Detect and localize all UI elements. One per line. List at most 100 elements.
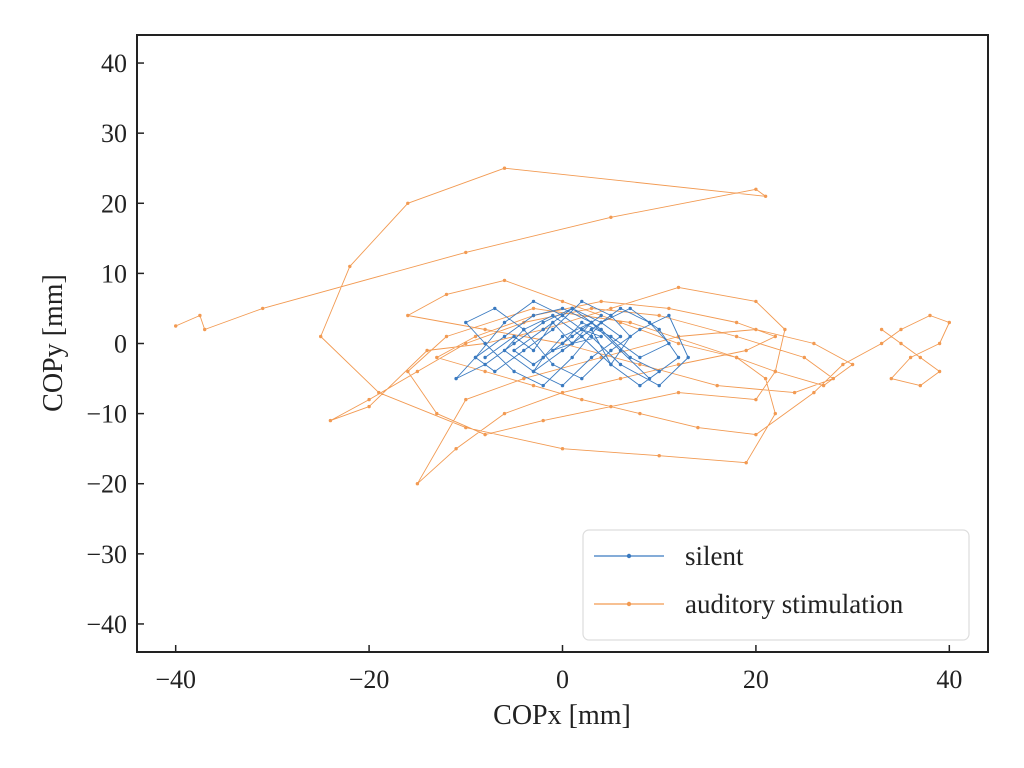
plot-area xyxy=(174,166,951,486)
data-point-silent xyxy=(580,327,584,332)
data-point-silent xyxy=(560,341,565,346)
y-tick-label: 30 xyxy=(101,119,127,148)
data-point-silent xyxy=(638,355,642,360)
data-point-silent xyxy=(589,327,594,332)
data-point-silent xyxy=(618,348,623,353)
data-point-silent xyxy=(570,341,574,346)
data-point-silent xyxy=(560,383,565,388)
data-point-auditory-stimulation xyxy=(502,411,507,416)
y-tick-label: 0 xyxy=(114,330,127,359)
data-point-auditory-stimulation xyxy=(667,306,671,311)
y-tick-label: −30 xyxy=(86,540,127,569)
data-point-silent xyxy=(686,355,690,360)
data-point-silent xyxy=(502,334,507,339)
data-point-auditory-stimulation xyxy=(415,482,420,486)
data-point-silent xyxy=(560,313,565,318)
data-point-auditory-stimulation xyxy=(638,362,642,367)
data-point-auditory-stimulation xyxy=(918,355,922,360)
data-point-auditory-stimulation xyxy=(261,306,265,311)
x-tick-label: 20 xyxy=(743,665,769,694)
data-point-silent xyxy=(502,348,507,353)
data-point-auditory-stimulation xyxy=(348,264,352,269)
data-point-silent xyxy=(589,334,594,339)
data-point-auditory-stimulation xyxy=(879,327,884,332)
data-point-auditory-stimulation xyxy=(734,355,739,360)
data-point-silent xyxy=(676,355,681,360)
data-point-silent xyxy=(657,369,661,374)
data-point-silent xyxy=(483,341,487,346)
data-point-silent xyxy=(628,355,632,360)
data-point-auditory-stimulation xyxy=(406,201,410,205)
data-point-silent xyxy=(531,362,536,367)
data-point-auditory-stimulation xyxy=(628,320,632,325)
data-point-auditory-stimulation xyxy=(580,397,584,402)
data-point-silent xyxy=(522,348,526,353)
series-line-silent xyxy=(455,300,689,387)
data-point-auditory-stimulation xyxy=(522,376,526,381)
data-point-auditory-stimulation xyxy=(812,390,816,395)
data-point-silent xyxy=(599,327,603,332)
x-tick-label: −40 xyxy=(155,665,196,694)
data-point-auditory-stimulation xyxy=(763,194,768,198)
data-point-auditory-stimulation xyxy=(502,166,507,170)
data-point-auditory-stimulation xyxy=(599,299,603,304)
data-point-auditory-stimulation xyxy=(676,390,681,395)
data-point-silent xyxy=(638,327,642,332)
data-point-auditory-stimulation xyxy=(696,425,700,430)
data-point-silent xyxy=(657,383,661,388)
data-point-auditory-stimulation xyxy=(792,390,797,395)
data-point-silent xyxy=(618,362,623,367)
data-point-auditory-stimulation xyxy=(618,376,623,381)
data-point-auditory-stimulation xyxy=(841,362,845,367)
data-point-auditory-stimulation xyxy=(947,320,951,325)
data-point-silent xyxy=(551,320,555,325)
data-point-auditory-stimulation xyxy=(609,404,613,409)
x-tick-label: −20 xyxy=(349,665,390,694)
data-point-silent xyxy=(522,327,526,332)
y-tick-label: 40 xyxy=(101,49,127,78)
data-point-silent xyxy=(638,383,642,388)
data-point-silent xyxy=(541,320,545,325)
data-point-auditory-stimulation xyxy=(531,383,536,388)
data-point-auditory-stimulation xyxy=(425,348,429,353)
data-point-silent xyxy=(647,376,652,381)
data-point-auditory-stimulation xyxy=(464,250,468,255)
data-point-silent xyxy=(609,334,613,339)
data-point-auditory-stimulation xyxy=(406,369,410,374)
data-point-auditory-stimulation xyxy=(937,369,942,374)
data-point-auditory-stimulation xyxy=(328,418,333,423)
data-point-auditory-stimulation xyxy=(367,404,371,409)
data-point-auditory-stimulation xyxy=(454,447,458,451)
data-point-silent xyxy=(502,320,507,325)
data-point-silent xyxy=(580,320,584,325)
data-point-silent xyxy=(570,355,574,360)
data-point-silent xyxy=(531,313,536,318)
y-tick-label: −20 xyxy=(86,470,127,499)
data-point-silent xyxy=(512,341,516,346)
data-point-auditory-stimulation xyxy=(657,313,661,318)
data-point-auditory-stimulation xyxy=(435,411,439,416)
data-point-auditory-stimulation xyxy=(802,355,806,360)
data-point-auditory-stimulation xyxy=(918,383,922,388)
data-point-auditory-stimulation xyxy=(734,320,739,325)
ticks: −40 −20 0 20 40 −40 −30 −20 −10 0 10 20 30 40 xyxy=(86,49,962,694)
legend-box xyxy=(582,529,970,641)
data-point-auditory-stimulation xyxy=(483,432,487,437)
data-point-auditory-stimulation xyxy=(928,313,932,318)
data-point-silent xyxy=(570,334,574,339)
data-point-auditory-stimulation xyxy=(483,369,487,374)
data-point-silent xyxy=(560,334,565,339)
data-point-auditory-stimulation xyxy=(889,376,893,381)
legend-marker-silent xyxy=(626,553,632,559)
data-point-auditory-stimulation xyxy=(609,306,613,311)
data-point-silent xyxy=(473,355,478,360)
data-point-silent xyxy=(551,362,555,367)
data-point-silent xyxy=(483,355,487,360)
data-point-silent xyxy=(531,299,536,304)
data-point-silent xyxy=(647,320,652,325)
data-point-auditory-stimulation xyxy=(744,461,748,465)
data-point-auditory-stimulation xyxy=(319,334,323,339)
y-tick-label: −10 xyxy=(86,400,127,429)
data-point-silent xyxy=(667,341,671,346)
y-axis-label: COPy [mm] xyxy=(38,274,69,412)
